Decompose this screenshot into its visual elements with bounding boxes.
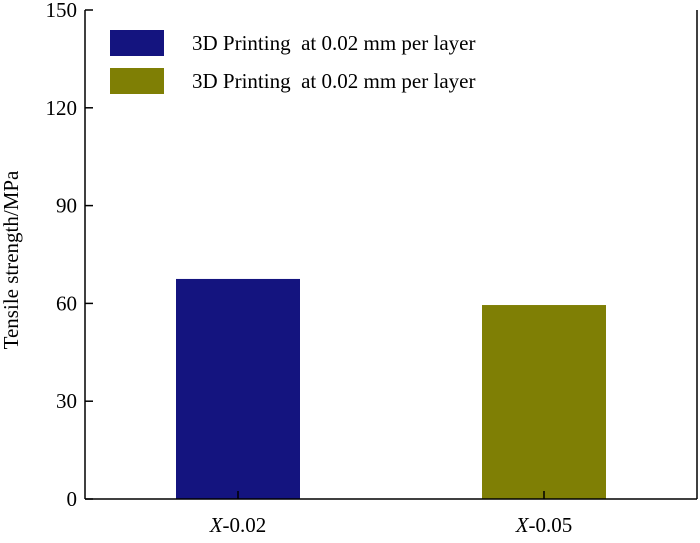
y-tick-label: 60 <box>56 291 77 315</box>
legend-swatch <box>110 68 164 94</box>
bar-1 <box>176 278 300 499</box>
x-tick-label: X-0.02 <box>209 513 267 537</box>
axes-layer <box>84 10 698 500</box>
ticks-layer: 0 30 60 90 120 150 X-0.02 X-0.05 <box>46 0 573 537</box>
bars-layer <box>176 278 606 499</box>
y-tick-label: 30 <box>56 389 77 413</box>
legend-swatch <box>110 30 164 56</box>
x-tick-label: X-0.05 <box>515 513 573 537</box>
legend-label: 3D Printing at 0.02 mm per layer <box>192 31 475 55</box>
legend: 3D Printing at 0.02 mm per layer 3D Print… <box>110 30 475 94</box>
y-axis-label: Tensile strength/MPa <box>0 170 23 349</box>
bar-2 <box>482 305 606 499</box>
y-tick-label: 120 <box>46 96 78 120</box>
y-tick-label: 150 <box>46 0 78 22</box>
y-tick-label: 90 <box>56 194 77 218</box>
legend-label: 3D Printing at 0.02 mm per layer <box>192 69 475 93</box>
y-tick-label: 0 <box>67 487 78 511</box>
